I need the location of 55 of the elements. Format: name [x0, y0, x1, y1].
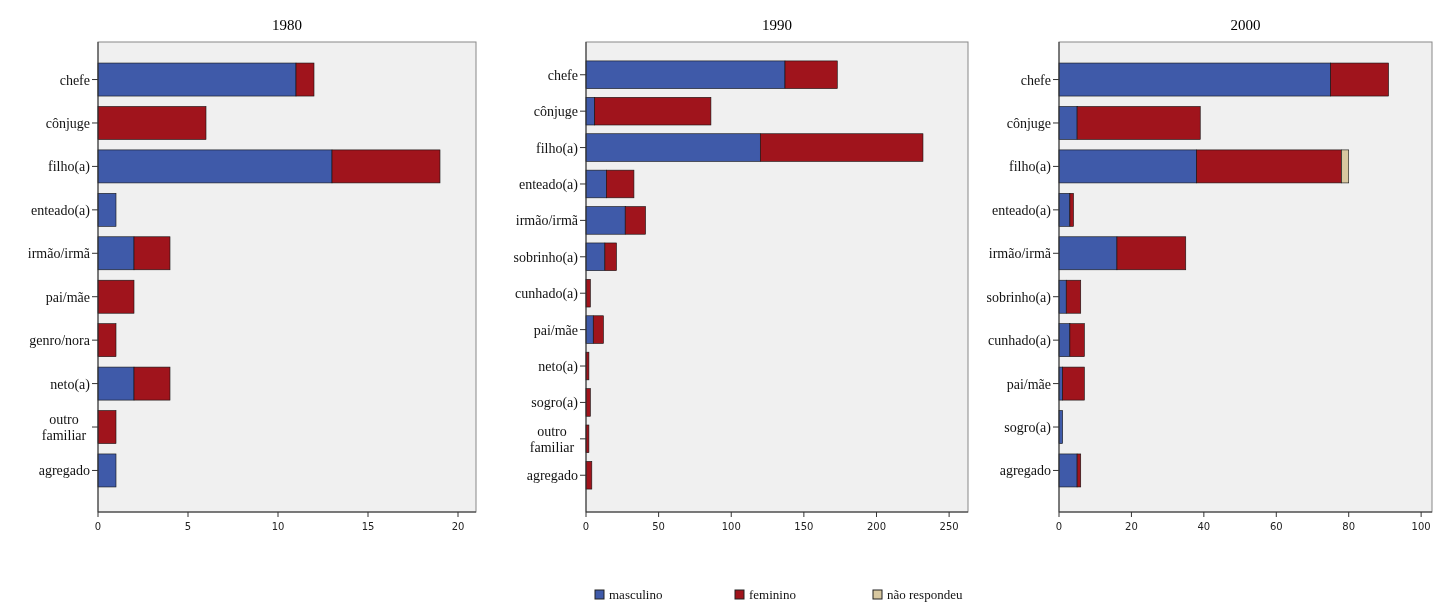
x-tick-label: 0 — [582, 521, 590, 532]
x-tick-label: 50 — [652, 521, 665, 532]
x-tick-label: 0 — [1055, 521, 1063, 532]
x-tick-label: 5 — [184, 521, 192, 532]
y-tick-label: sogro(a) — [1004, 420, 1052, 437]
y-tick-label: cunhado(a) — [515, 286, 579, 303]
x-tick-label: 15 — [361, 521, 375, 532]
x-tick-label: 100 — [1411, 521, 1431, 532]
x-tick-label: 60 — [1269, 521, 1283, 532]
y-tick-label: irmão/irmã — [27, 246, 91, 262]
y-tick-label: sobrinho(a) — [986, 289, 1052, 306]
x-tick-label: 10 — [271, 521, 285, 532]
y-tick-label: irmão/irmã — [988, 246, 1052, 262]
y-tick-label: cunhado(a) — [988, 333, 1052, 350]
x-tick-label: 40 — [1197, 521, 1211, 532]
y-tick-label: genro/nora — [29, 333, 91, 349]
y-tick-label: chefe — [547, 67, 578, 83]
y-tick-label: cônjuge — [1006, 115, 1051, 131]
x-tick-label: 200 — [866, 521, 887, 532]
y-tick-label: agregado — [38, 463, 90, 479]
x-tick-label: 150 — [794, 521, 814, 532]
x-tick-label: 20 — [451, 521, 465, 532]
y-tick-label: chefe — [1020, 72, 1051, 88]
legend-label: feminino — [749, 587, 796, 602]
y-tick-label: enteado(a) — [518, 176, 579, 193]
x-tick-label: 80 — [1342, 521, 1356, 532]
y-tick-label: pai/mãe — [45, 289, 90, 305]
y-tick-label: chefe — [59, 72, 90, 88]
y-tick-label: sogro(a) — [531, 395, 579, 412]
y-tick-label: outro familiar — [529, 423, 575, 455]
y-tick-label: cônjuge — [533, 104, 578, 120]
y-tick-label: agregado — [526, 468, 578, 484]
chart-title: 1980 — [272, 17, 302, 33]
y-tick-label: enteado(a) — [991, 202, 1052, 219]
y-tick-label: neto(a) — [50, 376, 91, 393]
y-tick-label: cônjuge — [45, 115, 90, 131]
y-tick-label: sobrinho(a) — [513, 249, 579, 266]
chart-title: 2000 — [1230, 17, 1261, 33]
y-tick-label: irmão/irmã — [515, 213, 579, 229]
y-tick-label: pai/mãe — [1006, 376, 1051, 392]
x-tick-label: 0 — [94, 521, 102, 532]
legend-label: masculino — [609, 587, 663, 602]
y-tick-label: neto(a) — [538, 359, 579, 376]
y-tick-label: enteado(a) — [30, 202, 91, 219]
x-tick-label: 250 — [939, 521, 959, 532]
y-tick-label: pai/mãe — [533, 322, 578, 338]
y-tick-label: filho(a) — [536, 140, 579, 157]
x-tick-label: 20 — [1125, 521, 1138, 532]
y-tick-label: outro familiar — [41, 412, 87, 444]
y-tick-label: filho(a) — [48, 159, 91, 176]
chart-title: 1990 — [762, 17, 792, 33]
legend-label: não respondeu — [887, 587, 963, 602]
x-tick-label: 100 — [721, 521, 741, 532]
y-tick-label: filho(a) — [1009, 159, 1052, 176]
y-tick-label: agregado — [999, 463, 1051, 479]
